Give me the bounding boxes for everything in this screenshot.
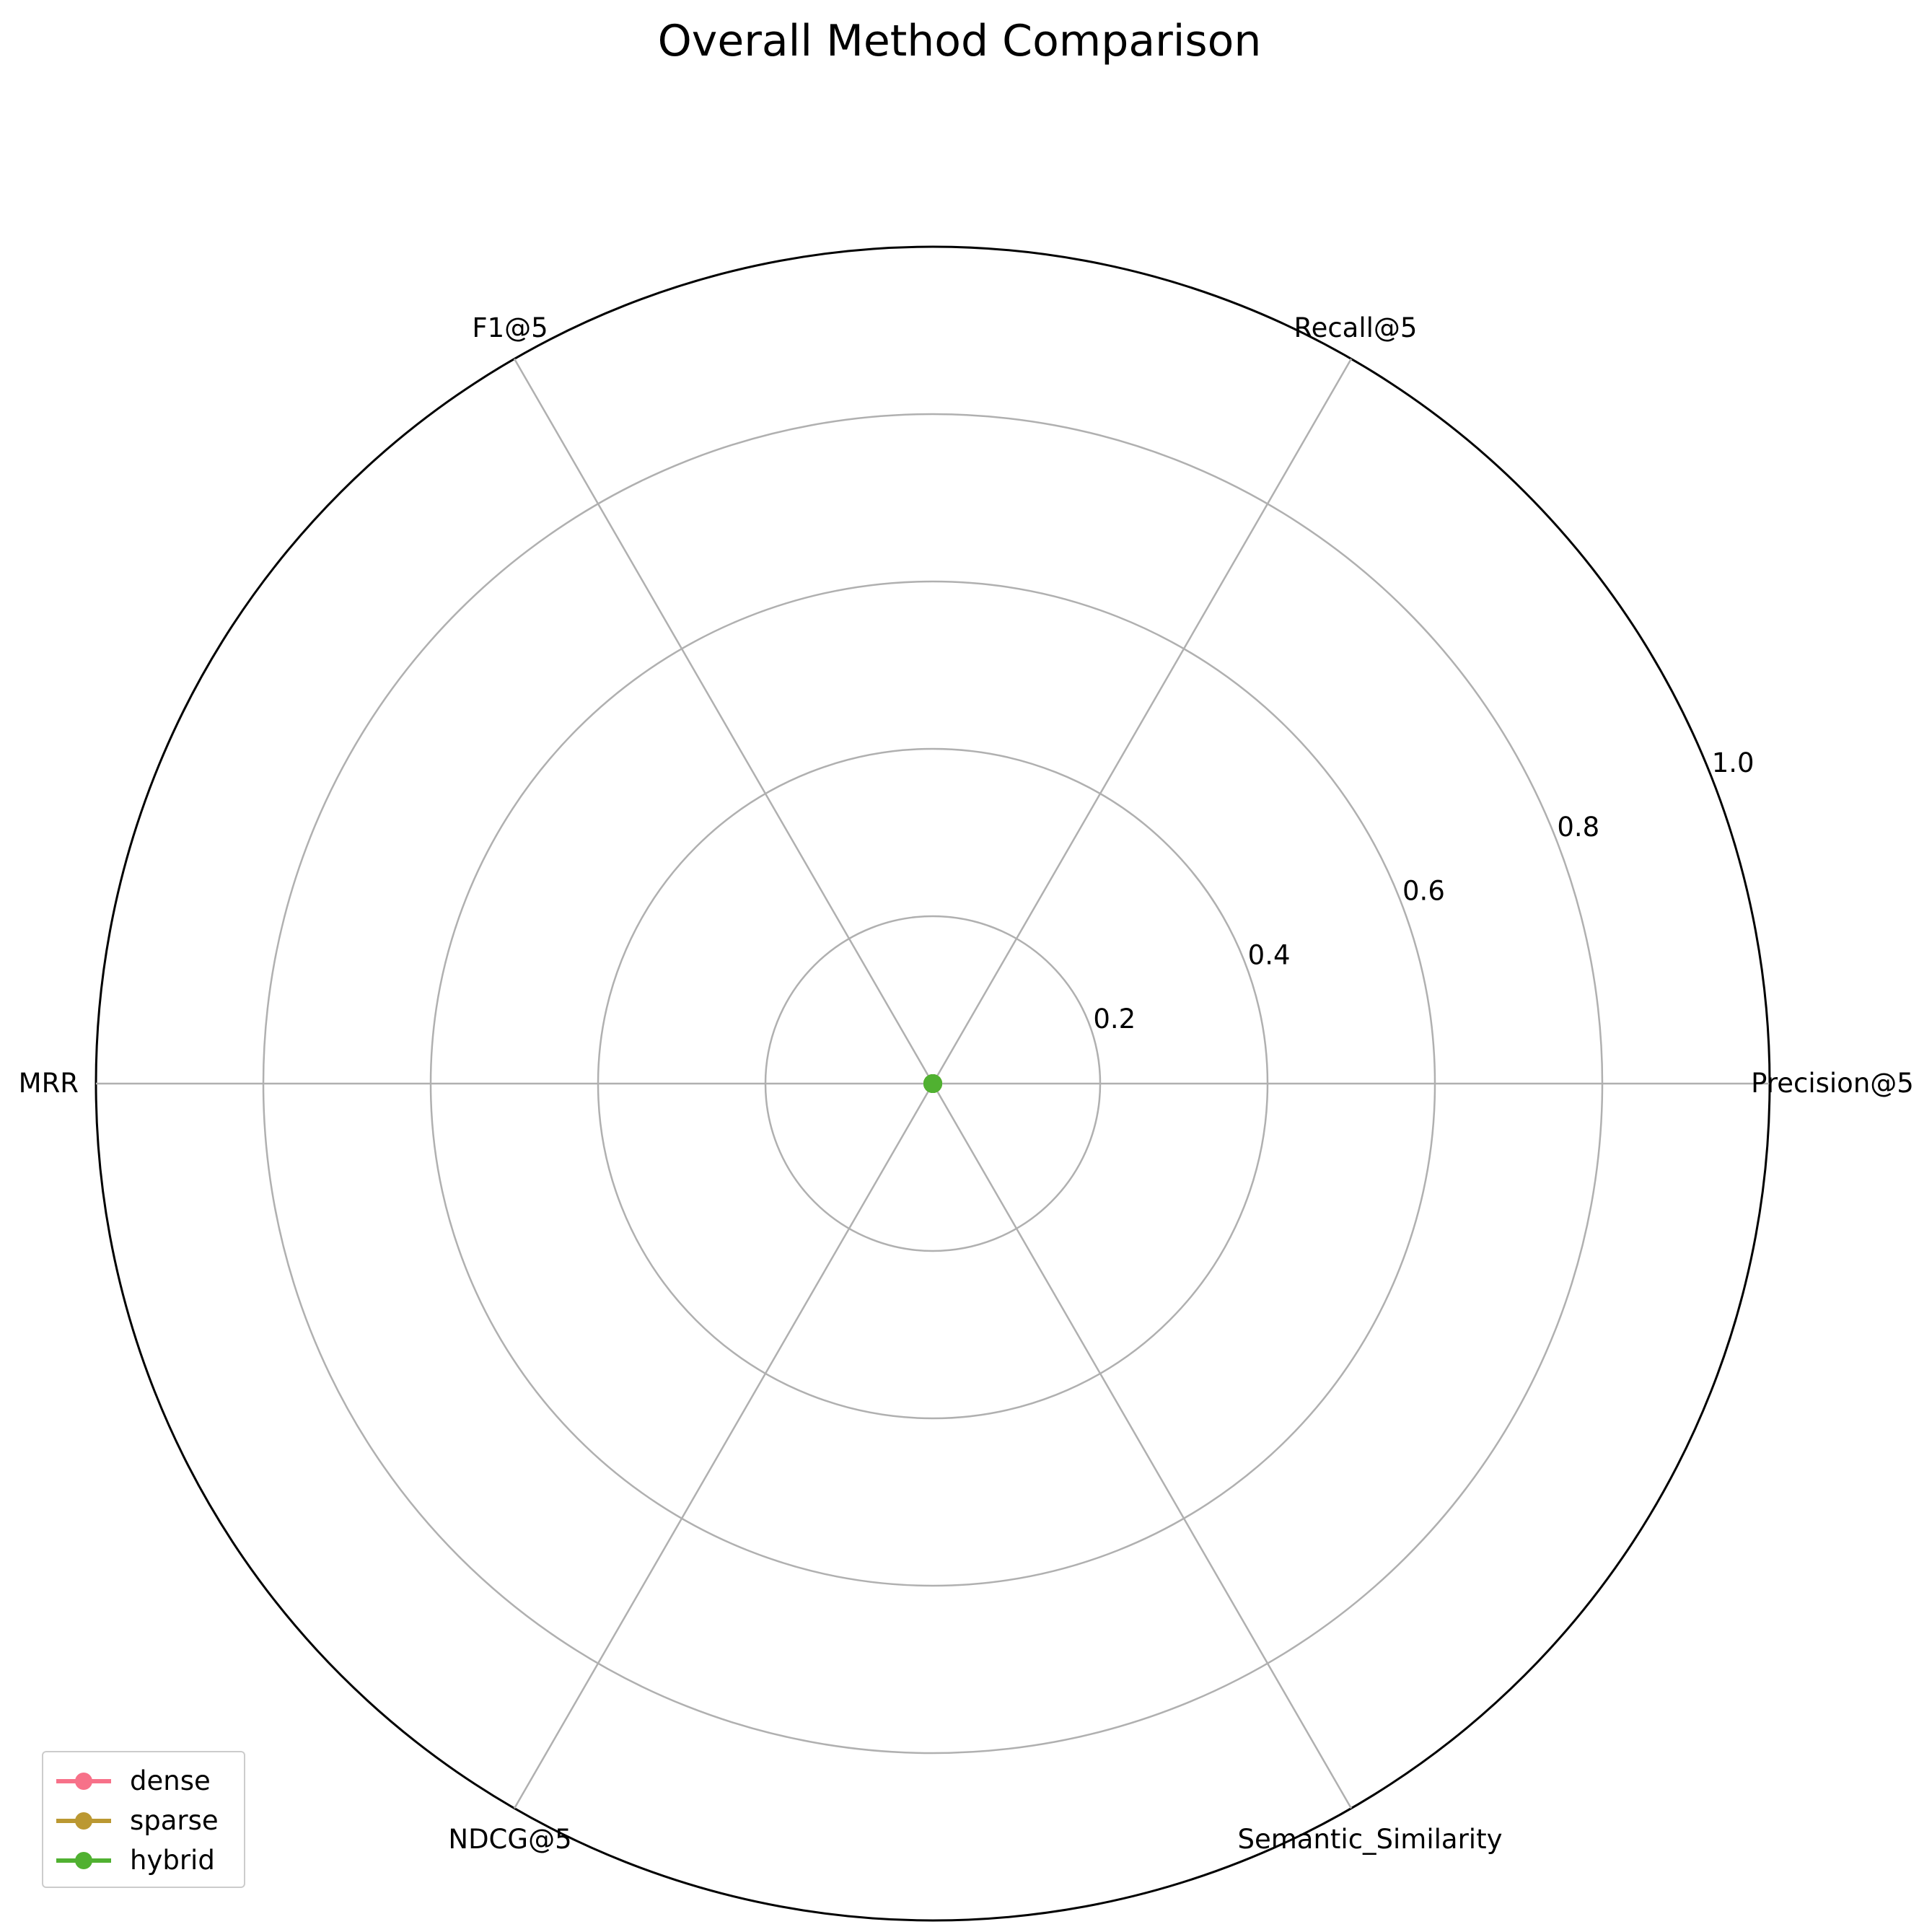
axis-label: Precision@5 [1751,1068,1914,1099]
legend-item-sparse: sparse [55,1801,232,1840]
radial-tick-label: 0.2 [1093,1004,1136,1035]
axis-label: F1@5 [472,312,548,343]
series-point-hybrid [923,1074,942,1093]
grid-layer [95,245,1771,1922]
axis-label: NDCG@5 [448,1824,571,1855]
legend-item-hybrid: hybrid [55,1840,232,1880]
legend: dense sparse hybrid [42,1751,245,1888]
label-layer: Precision@5 Recall@5 F1@5 MRR NDCG@5 Semantic… [19,312,1914,1855]
axis-label: Recall@5 [1294,312,1418,343]
legend-marker [56,1772,111,1790]
radial-tick-label: 1.0 [1712,747,1755,778]
legend-marker [56,1851,111,1869]
legend-item-dense: dense [55,1761,232,1801]
series-layer [923,1074,942,1093]
legend-marker [56,1812,111,1830]
radial-tick-label: 0.4 [1248,939,1291,970]
axis-spoke [513,358,934,1084]
axis-spoke [931,1083,1353,1809]
legend-label: sparse [130,1805,219,1836]
axis-label: Semantic_Similarity [1238,1824,1503,1855]
legend-label: dense [130,1765,211,1796]
axis-spoke [931,358,1353,1084]
radial-tick-label: 0.8 [1557,812,1599,843]
radial-tick-label: 0.6 [1402,876,1445,907]
axis-label: MRR [19,1068,79,1099]
chart-title: Overall Method Comparison [657,16,1262,66]
axis-spoke [513,1083,934,1809]
legend-label: hybrid [130,1845,215,1876]
